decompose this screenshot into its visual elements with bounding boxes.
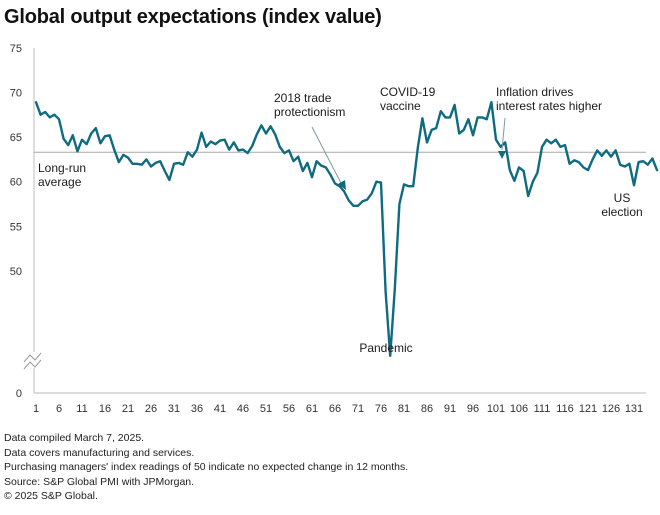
footnotes: Data compiled March 7, 2025. Data covers… [4,431,408,504]
annotation-pandemic-line: Pandemic [359,341,412,355]
x-tick-label: 131 [625,403,643,415]
x-tick-label: 81 [398,403,410,415]
annotation-2018-trade-protectionism-line: protectionism [274,105,345,119]
annotation-inflation-line: Inflation drives [496,85,573,99]
y-axis-ticks: 0 50 55 60 65 70 75 [10,43,22,400]
x-tick-label: 121 [579,403,597,415]
footnote-source: Source: S&P Global PMI with JPMorgan. [4,475,195,488]
series-line [34,100,659,357]
y-tick-label: 75 [10,43,22,55]
y-tick-label: 60 [10,177,22,189]
x-tick-label: 116 [556,403,574,415]
arrow-head-trade-icon [338,180,346,190]
x-tick-label: 111 [534,403,551,415]
annotation-covid-vaccine-line: vaccine [380,99,421,113]
y-tick-label: 55 [10,221,22,233]
y-tick-label: 0 [16,388,22,400]
x-tick-label: 101 [487,403,505,415]
x-tick-label: 6 [56,403,62,415]
x-tick-label: 76 [375,403,387,415]
x-tick-label: 86 [421,403,433,415]
x-tick-label: 51 [260,403,272,415]
arrow-inflation-icon [501,117,506,151]
x-tick-label: 16 [99,403,111,415]
x-tick-label: 31 [168,403,180,415]
x-tick-label: 11 [76,403,87,415]
footnote-compiled: Data compiled March 7, 2025. [4,432,145,444]
x-tick-label: 126 [602,403,620,415]
axis-break-icon [23,352,42,363]
annotation-covid-vaccine-line: COVID-19 [380,85,436,99]
annotation-2018-trade-protectionism-line: 2018 trade [274,91,332,105]
x-tick-label: 56 [283,403,295,415]
x-tick-label: 71 [352,403,364,415]
footnote-pmi-explanation: Purchasing managers' index readings of 5… [4,461,409,474]
annotation-us-election-line: US [614,191,631,205]
arrow-head-inflation-icon [498,151,506,159]
annotation-long-run-average-line: average [38,175,82,189]
x-axis-ticks: 1 6 11 16 21 26 31 36 41 46 51 56 61 66 71 76 81 86 91 96 10… [33,403,643,415]
footnote-coverage: Data covers manufacturing and services. [4,446,195,459]
x-tick-label: 36 [191,403,203,415]
arrow-trade-icon [311,126,343,186]
x-tick-label: 26 [145,403,157,415]
y-tick-label: 70 [10,87,22,99]
y-tick-label: 50 [10,266,22,278]
x-tick-label: 96 [467,403,479,415]
axes [23,48,646,394]
y-tick-label: 65 [10,132,22,144]
x-tick-label: 1 [33,403,39,415]
axis-break-icon [23,359,42,370]
x-tick-label: 41 [214,403,226,415]
annotation-long-run-average-line: Long-run [38,161,86,175]
annotation-inflation-line: interest rates higher [496,99,602,113]
x-tick-label: 66 [329,403,341,415]
x-tick-label: 91 [444,403,456,415]
chart-title: Global output expectations (index value) [4,6,382,28]
x-tick-label: 106 [510,403,528,415]
x-tick-label: 21 [122,403,134,415]
annotation-us-election-line: election [601,205,642,219]
x-tick-label: 61 [306,403,318,415]
series-layer [34,100,659,357]
footnote-copyright: © 2025 S&P Global. [4,490,98,503]
x-tick-label: 46 [237,403,249,415]
